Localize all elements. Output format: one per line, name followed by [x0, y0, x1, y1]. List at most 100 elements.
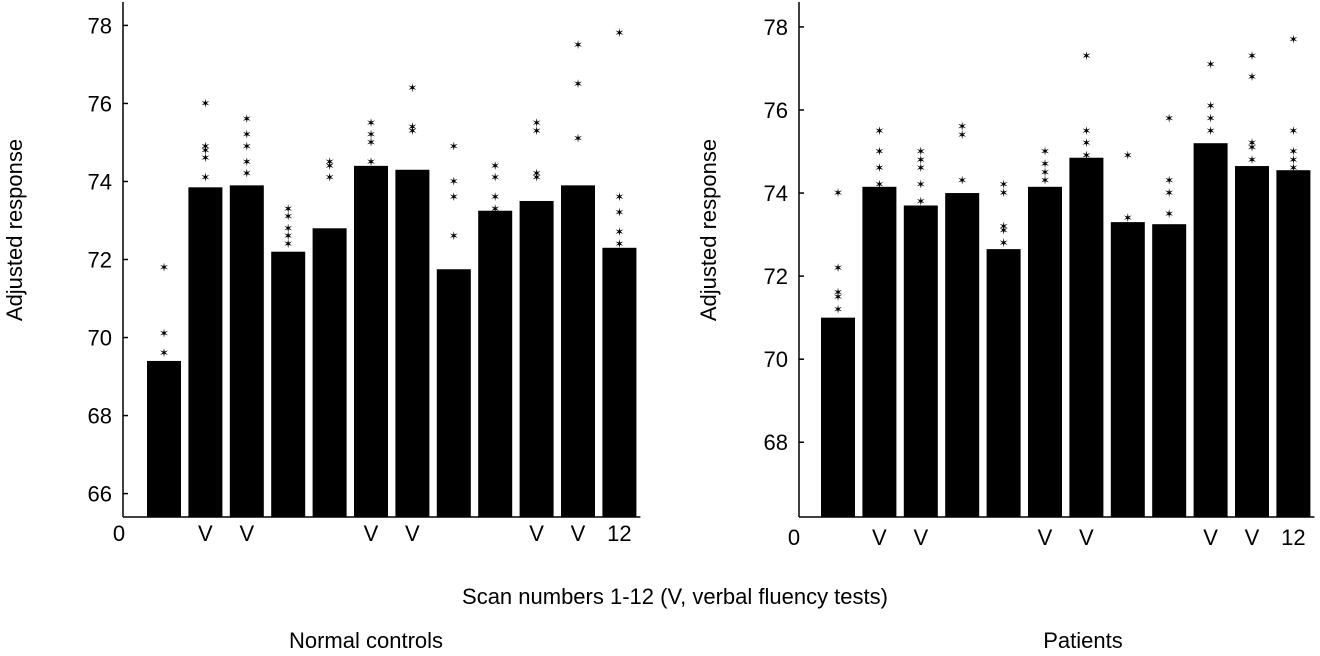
bar [602, 247, 637, 517]
data-point: ✶ [242, 112, 252, 126]
data-point: ✶ [999, 219, 1009, 233]
data-point: ✶ [242, 155, 252, 169]
data-point: ✶ [1164, 207, 1174, 221]
data-point: ✶ [1288, 124, 1298, 138]
data-point: ✶ [1040, 157, 1050, 171]
bar [1235, 166, 1269, 517]
bar [821, 317, 855, 517]
y-tick-label: 70 [764, 347, 788, 372]
data-point: ✶ [573, 132, 583, 146]
data-point: ✶ [1288, 153, 1298, 167]
data-point: ✶ [1206, 57, 1216, 71]
x-tick-label: V [1203, 525, 1218, 550]
data-point: ✶ [916, 194, 926, 208]
data-point: ✶ [366, 155, 376, 169]
x-origin-label: 0 [788, 525, 800, 550]
bar [1193, 143, 1228, 518]
data-point: ✶ [407, 124, 417, 138]
data-point: ✶ [1081, 149, 1091, 163]
data-point: ✶ [532, 116, 542, 130]
data-point: ✶ [449, 190, 459, 204]
y-tick-label: 68 [88, 404, 112, 429]
data-point: ✶ [1247, 49, 1257, 63]
data-point: ✶ [1206, 99, 1216, 113]
panel-subtitle-normal-controls: Normal controls [289, 628, 443, 653]
x-tick-label: V [872, 525, 887, 550]
data-point: ✶ [1164, 111, 1174, 125]
data-point: ✶ [999, 236, 1009, 250]
data-point: ✶ [242, 139, 252, 153]
data-point: ✶ [1247, 136, 1257, 150]
data-point: ✶ [283, 221, 293, 235]
bar [1069, 157, 1104, 517]
data-point: ✶ [283, 237, 293, 251]
y-axis-label: Adjusted response [2, 139, 27, 321]
data-point: ✶ [916, 153, 926, 167]
y-tick-label: 78 [88, 13, 112, 38]
data-point: ✶ [1081, 124, 1091, 138]
data-point: ✶ [614, 190, 624, 204]
data-point: ✶ [614, 225, 624, 239]
data-point: ✶ [1123, 211, 1133, 225]
data-point: ✶ [874, 145, 884, 159]
data-point: ✶ [200, 143, 210, 157]
y-tick-label: 74 [88, 169, 112, 194]
data-point: ✶ [159, 327, 169, 341]
data-point: ✶ [833, 286, 843, 300]
data-point: ✶ [407, 81, 417, 95]
data-point: ✶ [283, 202, 293, 216]
bar [1152, 224, 1187, 518]
data-point: ✶ [1206, 124, 1216, 138]
data-point: ✶ [532, 124, 542, 138]
data-point: ✶ [573, 38, 583, 52]
y-tick-label: 70 [88, 326, 112, 351]
x-tick-label: V [571, 521, 586, 546]
data-point: ✶ [490, 190, 500, 204]
data-point: ✶ [532, 171, 542, 185]
bar [986, 249, 1021, 517]
data-point: ✶ [242, 128, 252, 142]
y-tick-label: 66 [88, 482, 112, 507]
bar [147, 360, 181, 517]
bar [1276, 170, 1311, 518]
data-point: ✶ [200, 151, 210, 165]
data-point: ✶ [999, 186, 1009, 200]
data-point: ✶ [833, 186, 843, 200]
x-tick-label: V [1079, 525, 1094, 550]
panel-subtitle-patients: Patients [1043, 628, 1123, 653]
data-point: ✶ [449, 174, 459, 188]
data-point: ✶ [1040, 165, 1050, 179]
data-point: ✶ [874, 178, 884, 192]
data-point: ✶ [833, 302, 843, 316]
data-point: ✶ [1081, 49, 1091, 63]
data-point: ✶ [200, 96, 210, 110]
bar [395, 169, 430, 518]
bar [903, 205, 938, 518]
data-point: ✶ [614, 237, 624, 251]
data-point: ✶ [366, 116, 376, 130]
x-tick-label: V [364, 521, 379, 546]
data-point: ✶ [407, 120, 417, 134]
y-tick-label: 78 [764, 15, 788, 40]
data-point: ✶ [916, 145, 926, 159]
data-point: ✶ [999, 223, 1009, 237]
data-point: ✶ [449, 139, 459, 153]
x-tick-label: V [405, 521, 420, 546]
y-tick-label: 76 [88, 91, 112, 116]
data-point: ✶ [1123, 149, 1133, 163]
data-point: ✶ [1164, 186, 1174, 200]
data-point: ✶ [366, 135, 376, 149]
bar [478, 210, 513, 517]
bar [436, 269, 471, 517]
y-tick-label: 74 [764, 181, 788, 206]
data-point: ✶ [957, 174, 967, 188]
data-point: ✶ [1206, 111, 1216, 125]
bar [519, 200, 554, 517]
data-point: ✶ [1288, 32, 1298, 46]
x-tick-label: V [529, 521, 544, 546]
bar [312, 228, 347, 517]
data-point: ✶ [1081, 136, 1091, 150]
